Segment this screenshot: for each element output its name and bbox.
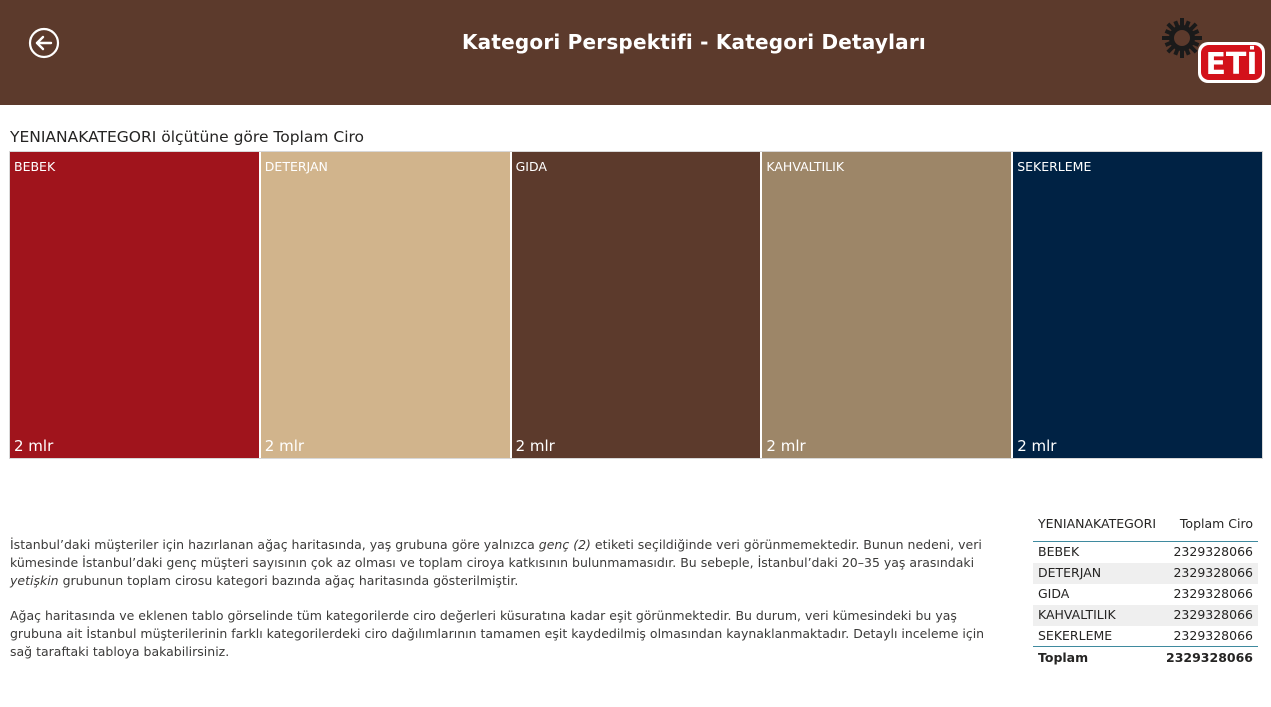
table-cell-value: 2329328066 [1173,627,1253,643]
treemap-chart: BEBEK 2 mlr DETERJAN 2 mlr GIDA 2 mlr KA… [9,151,1263,459]
table-cell-value: 2329328066 [1173,544,1253,560]
table-cell-category: DETERJAN [1033,562,1162,584]
table-row[interactable]: BEBEK 2329328066 [1033,542,1258,563]
summary-table: YENIANAKATEGORI Toplam Ciro BEBEK 232932… [1033,512,1258,668]
table-cell-category: KAHVALTILIK [1033,604,1162,626]
header-bar: Kategori Perspektifi - Kategori Detaylar… [0,0,1271,105]
description-paragraph-2: Ağaç haritasında ve eklenen tablo görsel… [10,608,985,659]
tile-value: 2 mlr [766,437,806,455]
treemap-title: YENIANAKATEGORI ölçütüne göre Toplam Cir… [10,128,365,146]
table-row[interactable]: SEKERLEME 2329328066 [1033,626,1258,647]
treemap-tile-kahvaltilik[interactable]: KAHVALTILIK 2 mlr [762,152,1012,458]
table-cell-value: 2329328066 [1161,562,1258,584]
table-total-value: 2329328066 [1166,650,1253,665]
arrow-left-circle-icon[interactable] [28,27,60,59]
tile-label: GIDA [515,159,547,174]
tile-label: KAHVALTILIK [766,159,845,174]
column-header-category[interactable]: YENIANAKATEGORI [1038,516,1157,531]
logo-text: ETİ [1205,46,1257,82]
table-cell-category: BEBEK [1038,544,1080,560]
column-header-total-revenue[interactable]: Toplam Ciro [1179,516,1253,531]
treemap-tile-deterjan[interactable]: DETERJAN 2 mlr [260,152,510,458]
tile-value: 2 mlr [14,437,54,455]
description-paragraph-1: İstanbul’daki müşteriler için hazırlanan… [10,537,982,588]
table-row[interactable]: GIDA 2329328066 [1033,584,1258,605]
table-cell-value: 2329328066 [1161,604,1258,626]
tile-value: 2 mlr [264,437,305,455]
table-total-label: Toplam [1038,650,1089,665]
table-cell-value: 2329328066 [1173,586,1253,601]
tile-value: 2 mlr [515,437,555,455]
tile-value: 2 mlr [1017,437,1057,455]
eti-logo: ETİ [1162,16,1266,86]
treemap-tile-gida[interactable]: GIDA 2 mlr [511,152,761,458]
treemap-tile-bebek[interactable]: BEBEK 2 mlr [10,152,259,458]
table-cell-category: SEKERLEME [1038,627,1113,643]
page-title: Kategori Perspektifi - Kategori Detaylar… [461,30,926,54]
table-cell-category: GIDA [1038,586,1070,601]
table-row[interactable]: DETERJAN 2329328066 [1033,562,1258,584]
tile-label: SEKERLEME [1017,159,1092,174]
table-total-row: Toplam 2329328066 [1033,646,1258,669]
tile-label: BEBEK [14,159,56,174]
treemap-tile-sekerleme[interactable]: SEKERLEME 2 mlr [1013,152,1262,458]
description-text: İstanbul’daki müşteriler için hazırlanan… [10,536,985,678]
table-row[interactable]: KAHVALTILIK 2329328066 [1033,604,1258,626]
tile-label: DETERJAN [264,159,328,174]
